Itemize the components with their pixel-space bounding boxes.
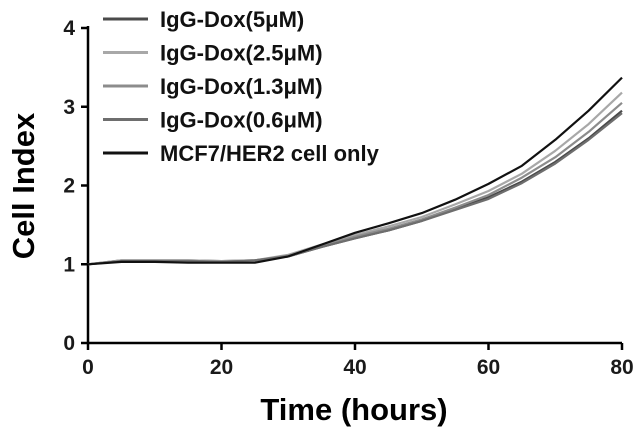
legend-label-2: IgG-Dox(1.3μM) (160, 74, 323, 99)
y-tick-label: 3 (63, 96, 75, 119)
series-line-4 (87, 76, 623, 266)
legend-label-4: MCF7/HER2 cell only (160, 141, 380, 166)
y-tick-label: 4 (63, 17, 75, 40)
x-tick-label: 80 (610, 356, 633, 379)
legend-label-0: IgG-Dox(5μM) (160, 7, 304, 32)
x-axis-title: Time (hours) (260, 392, 447, 427)
y-axis-title: Cell Index (6, 112, 41, 259)
y-tick-label: 1 (63, 253, 75, 276)
x-tick-label: 0 (82, 356, 94, 379)
legend: IgG-Dox(5μM) IgG-Dox(2.5μM) IgG-Dox(1.3μM)… (103, 7, 380, 166)
x-tick-label: 20 (210, 356, 233, 379)
series-line-0 (87, 109, 623, 266)
legend-label-1: IgG-Dox(2.5μM) (160, 41, 323, 66)
y-tick-label: 2 (63, 175, 75, 198)
x-tick-label: 60 (477, 356, 500, 379)
legend-label-3: IgG-Dox(0.6μM) (160, 108, 323, 133)
x-tick-label: 40 (343, 356, 366, 379)
series-lines (87, 76, 623, 266)
series-line-3 (87, 112, 623, 266)
y-tick-label: 0 (63, 332, 75, 355)
